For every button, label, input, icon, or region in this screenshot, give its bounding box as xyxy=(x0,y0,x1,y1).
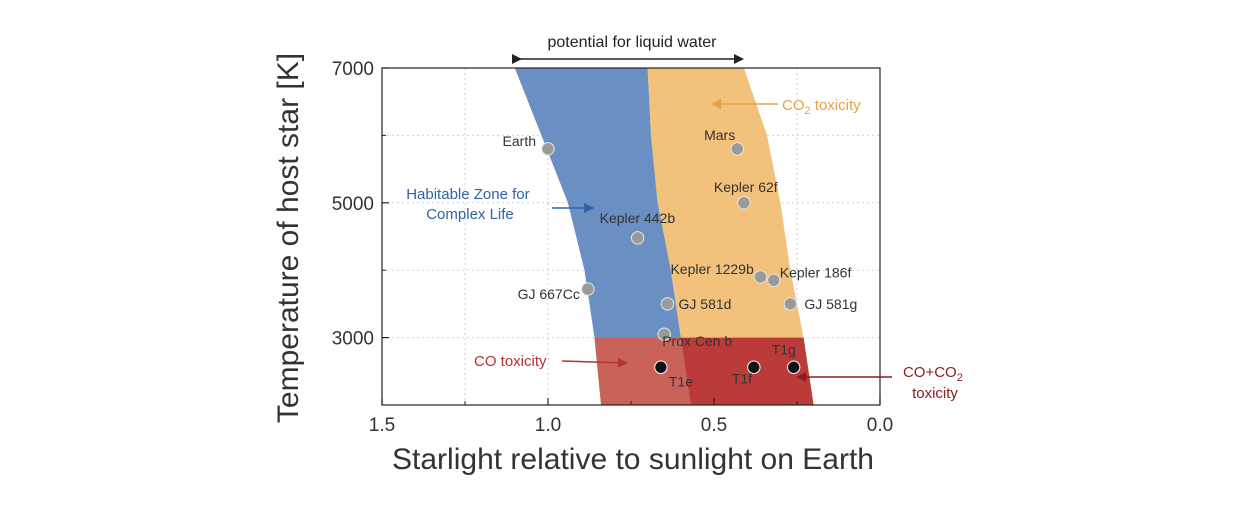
x-tick-label: 1.0 xyxy=(535,415,561,436)
habitable-zone-region xyxy=(514,68,691,405)
point-label: T1g xyxy=(772,341,796,357)
point-label: Prox Cen b xyxy=(662,333,732,349)
point-label: Mars xyxy=(704,127,735,143)
data-point xyxy=(654,360,668,374)
data-point xyxy=(737,196,751,210)
co-co2-toxicity-label: CO+CO2 toxicity xyxy=(903,364,967,402)
data-point xyxy=(786,360,801,374)
data-point xyxy=(730,142,744,156)
co2-toxicity-region xyxy=(647,68,814,405)
data-point xyxy=(630,231,645,245)
y-tick-label: 5000 xyxy=(332,194,374,215)
y-tick-label: 3000 xyxy=(332,329,374,350)
data-point xyxy=(747,360,761,374)
liquid-water-label: potential for liquid water xyxy=(548,34,718,51)
co-co2-toxicity-region xyxy=(680,337,814,405)
y-tick-label: 7000 xyxy=(332,59,374,80)
x-tick-label: 0.0 xyxy=(867,415,893,436)
x-axis-title: Starlight relative to sunlight on Earth xyxy=(392,443,874,476)
habitable-zone-label: Habitable Zone for Complex Life xyxy=(406,186,534,223)
co2-toxicity-label: CO2 toxicity xyxy=(782,97,861,117)
co-toxicity-arrow xyxy=(561,357,628,368)
point-label: Kepler 186f xyxy=(780,264,852,280)
axis-ticks: 1.5 1.0 0.5 0.0 3000 5000 7000 xyxy=(332,59,893,436)
data-point xyxy=(657,327,671,341)
point-label: Earth xyxy=(503,133,536,149)
co-toxicity-label: CO toxicity xyxy=(474,353,547,370)
point-label: Kepler 442b xyxy=(600,210,676,226)
co-toxicity-region xyxy=(594,337,691,405)
point-label: T1f xyxy=(732,370,752,386)
data-point xyxy=(541,142,555,156)
data-points: Earth Mars Kepler 62f Kepler 442b Kepler 122… xyxy=(503,127,858,389)
point-label: GJ 581g xyxy=(804,296,857,312)
data-point xyxy=(783,297,798,311)
data-point xyxy=(767,273,781,288)
point-label: GJ 667Cc xyxy=(518,286,580,302)
data-point xyxy=(753,270,768,284)
x-tick-label: 1.5 xyxy=(369,415,395,436)
point-label: Kepler 62f xyxy=(714,179,778,195)
point-label: Kepler 1229b xyxy=(670,261,754,277)
data-point xyxy=(660,297,675,311)
x-tick-label: 0.5 xyxy=(701,415,727,436)
y-axis-title: Temperature of host star [K] xyxy=(272,53,305,423)
point-label: T1e xyxy=(669,373,693,389)
data-point xyxy=(581,282,595,296)
point-label: GJ 581d xyxy=(679,296,732,312)
